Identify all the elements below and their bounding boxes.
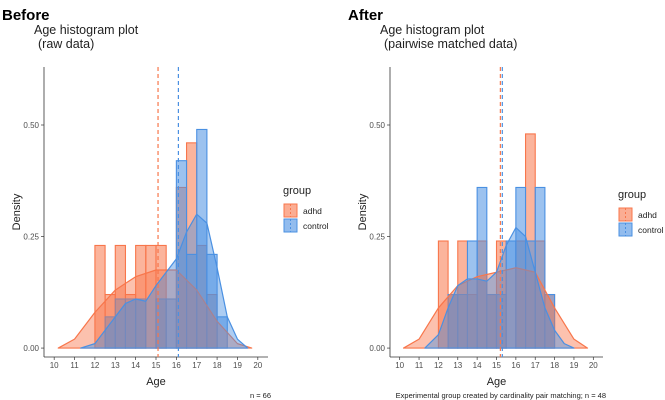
y-axis-title: Density xyxy=(357,193,369,230)
x-tick-label: 12 xyxy=(90,361,99,370)
y-tick-label: 0.00 xyxy=(23,344,39,353)
legend-label-control: control xyxy=(638,225,664,235)
density-curve-control xyxy=(424,227,575,349)
chart-caption: Experimental group created by cardinalit… xyxy=(396,391,606,400)
x-tick-label: 20 xyxy=(253,361,262,370)
x-tick-label: 20 xyxy=(589,361,598,370)
chart-title: Age histogram plot xyxy=(380,23,485,37)
y-tick-label: 0.50 xyxy=(369,121,385,130)
x-tick-label: 14 xyxy=(473,361,482,370)
panel-title: After xyxy=(348,7,383,24)
x-tick-label: 16 xyxy=(172,361,181,370)
x-tick-label: 16 xyxy=(511,361,520,370)
x-tick-label: 11 xyxy=(415,361,424,370)
x-tick-label: 15 xyxy=(492,361,501,370)
y-tick-label: 0.00 xyxy=(369,344,385,353)
x-axis-title: Age xyxy=(487,376,507,388)
x-tick-label: 15 xyxy=(152,361,161,370)
y-tick-label: 0.50 xyxy=(23,121,39,130)
x-tick-label: 19 xyxy=(570,361,579,370)
chart-caption: n = 66 xyxy=(250,391,271,400)
legend-title: group xyxy=(618,189,646,201)
x-tick-label: 12 xyxy=(434,361,443,370)
legend-label-adhd: adhd xyxy=(303,206,322,216)
legend-label-adhd: adhd xyxy=(638,210,657,220)
plot-area xyxy=(402,67,589,357)
x-tick-label: 13 xyxy=(453,361,462,370)
x-tick-label: 18 xyxy=(213,361,222,370)
y-axis-title: Density xyxy=(11,193,23,230)
panel-title: Before xyxy=(2,7,50,24)
density-curve-control xyxy=(80,213,249,349)
chart-subtitle: (raw data) xyxy=(38,37,94,51)
x-tick-label: 11 xyxy=(70,361,79,370)
x-tick-label: 13 xyxy=(111,361,120,370)
x-tick-label: 10 xyxy=(50,361,59,370)
chart-title: Age histogram plot xyxy=(34,23,139,37)
x-tick-label: 17 xyxy=(531,361,540,370)
plot-area xyxy=(57,67,253,357)
x-axis-title: Age xyxy=(146,376,166,388)
legend-title: group xyxy=(283,185,311,197)
y-tick-label: 0.25 xyxy=(23,233,39,242)
x-tick-label: 19 xyxy=(233,361,242,370)
chart-subtitle: (pairwise matched data) xyxy=(384,37,517,51)
x-tick-label: 14 xyxy=(131,361,140,370)
density-curve-adhd xyxy=(402,267,589,349)
y-tick-label: 0.25 xyxy=(369,233,385,242)
x-tick-label: 18 xyxy=(550,361,559,370)
x-tick-label: 17 xyxy=(192,361,201,370)
legend-label-control: control xyxy=(303,221,329,231)
x-tick-label: 10 xyxy=(395,361,404,370)
